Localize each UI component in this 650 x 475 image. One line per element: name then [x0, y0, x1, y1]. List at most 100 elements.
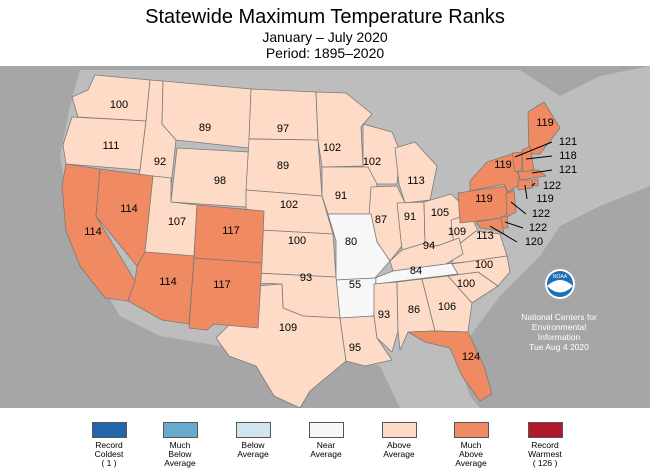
rank-label-maryland: 120 [525, 236, 543, 248]
rank-label-oregon: 111 [103, 140, 120, 152]
state-oregon [62, 116, 147, 171]
state-virginia [451, 230, 508, 265]
rank-label-massachusetts: 121 [559, 164, 577, 176]
legend-swatch [308, 422, 344, 438]
legend-swatch [527, 422, 563, 438]
legend-swatch [235, 422, 271, 438]
leader-line-rhode-island [531, 182, 536, 187]
state-vermont [511, 151, 523, 173]
rank-label-new-jersey: 122 [532, 208, 550, 220]
map-period: Period: 1895–2020 [265, 45, 385, 61]
state-new-mexico [188, 257, 263, 331]
state-wisconsin [362, 123, 401, 185]
leader-line-massachusetts [531, 169, 553, 174]
rank-label-montana: 89 [199, 122, 211, 134]
rank-label-georgia: 106 [438, 301, 456, 313]
rank-label-kansas: 100 [288, 235, 306, 247]
rank-label-pennsylvania: 119 [475, 193, 493, 205]
legend-label: Below Average [237, 440, 269, 459]
legend-swatch [91, 422, 127, 438]
noaa-logo-bird [547, 280, 573, 293]
rank-label-michigan: 113 [407, 175, 425, 187]
rank-label-wisconsin: 102 [363, 156, 381, 168]
credit-line-1: National Centers for [521, 312, 597, 322]
rank-label-washington: 100 [110, 99, 128, 111]
rank-label-minnesota: 102 [323, 142, 341, 154]
legend-label: Record Warmest ( 126 ) [528, 440, 562, 468]
rank-label-new-york: 119 [494, 159, 512, 171]
rank-label-nevada: 114 [120, 203, 138, 215]
rank-label-south-dakota: 89 [277, 160, 289, 172]
rank-label-texas: 109 [279, 322, 297, 334]
legend-item: Near Average [296, 422, 356, 459]
credit-date: Tue Aug 4 2020 [529, 342, 589, 352]
rank-labels: 100 111 92 89 98 97 89 102 100 102 102 91 113 87 91 105… [84, 99, 577, 363]
state-iowa [321, 166, 378, 215]
rank-label-north-carolina: 100 [475, 259, 493, 271]
rank-label-vermont: 121 [559, 136, 577, 148]
rank-label-new-hampshire: 118 [559, 150, 577, 162]
leader-lines [489, 141, 553, 243]
rank-label-delaware: 122 [529, 222, 547, 234]
rank-label-louisiana: 95 [349, 342, 361, 354]
legend-label: Above Average [383, 440, 415, 459]
map-title: Statewide Maximum Temperature Ranks [145, 6, 505, 28]
leader-line-new-jersey [510, 201, 527, 215]
state-new-jersey [505, 189, 517, 218]
rank-label-alabama: 86 [408, 304, 420, 316]
rank-label-nebraska: 102 [280, 199, 298, 211]
rank-label-rhode-island: 122 [543, 180, 561, 192]
legend-item: Record Coldest ( 1 ) [79, 422, 139, 468]
state-massachusetts [517, 169, 547, 181]
legend-swatch [162, 422, 198, 438]
legend: Record Coldest ( 1 ) Much Below Average Be… [0, 408, 650, 475]
leader-line-delaware [504, 221, 524, 229]
legend-label: Near Average [310, 440, 342, 459]
rank-label-west-virginia: 109 [448, 226, 466, 238]
rank-label-north-dakota: 97 [277, 123, 289, 135]
rank-label-california: 114 [84, 226, 102, 238]
leader-line-vermont [514, 141, 553, 158]
rank-label-oklahoma: 93 [300, 272, 312, 284]
rank-label-south-carolina: 100 [457, 278, 475, 290]
rank-label-iowa: 91 [335, 190, 347, 202]
state-montana [161, 80, 252, 149]
rank-label-idaho: 92 [154, 156, 166, 168]
map-subtitle: January – July 2020 [262, 29, 388, 45]
state-north-carolina [447, 255, 511, 287]
rank-label-illinois: 87 [375, 214, 387, 226]
legend-item: Below Average [223, 422, 283, 459]
noaa-logo-text: NOAA [553, 274, 568, 280]
rank-label-kentucky: 94 [423, 240, 435, 252]
credit-line-3: Information [538, 332, 581, 342]
map-panel: 100 111 92 89 98 97 89 102 100 102 102 91 113 87 91 105… [0, 66, 650, 408]
state-minnesota [315, 91, 373, 168]
rank-label-maine: 119 [536, 117, 554, 129]
rank-label-arkansas: 55 [349, 279, 361, 291]
leader-line-new-hampshire [525, 155, 553, 160]
credit-line-2: Environmental [532, 322, 586, 332]
rank-label-mississippi: 93 [378, 309, 390, 321]
rank-label-wyoming: 98 [214, 175, 226, 187]
legend-label: Record Coldest ( 1 ) [94, 440, 124, 468]
rank-label-colorado: 117 [222, 225, 240, 237]
rank-label-connecticut: 119 [536, 193, 554, 205]
legend-item: Above Average [369, 422, 429, 459]
title-block: Statewide Maximum Temperature Ranks Janu… [0, 0, 650, 66]
legend-item: Much Above Average [441, 422, 501, 468]
state-missouri [327, 213, 391, 281]
state-indiana [396, 201, 426, 251]
legend-label: Much Below Average [164, 440, 196, 468]
rank-label-virginia: 113 [476, 230, 494, 242]
noaa-logo: NOAA [545, 269, 575, 299]
rank-label-tennessee: 84 [410, 265, 422, 277]
state-new-york [469, 153, 522, 193]
map-svg: 100 111 92 89 98 97 89 102 100 102 102 91 113 87 91 105… [0, 66, 650, 408]
legend-item: Much Below Average [150, 422, 210, 468]
legend-label: Much Above Average [455, 440, 487, 468]
legend-item: Record Warmest ( 126 ) [515, 422, 575, 468]
legend-swatch [381, 422, 417, 438]
rank-label-new-mexico: 117 [213, 279, 231, 291]
leader-line-maryland [489, 225, 518, 243]
leader-line-connecticut [524, 184, 528, 200]
